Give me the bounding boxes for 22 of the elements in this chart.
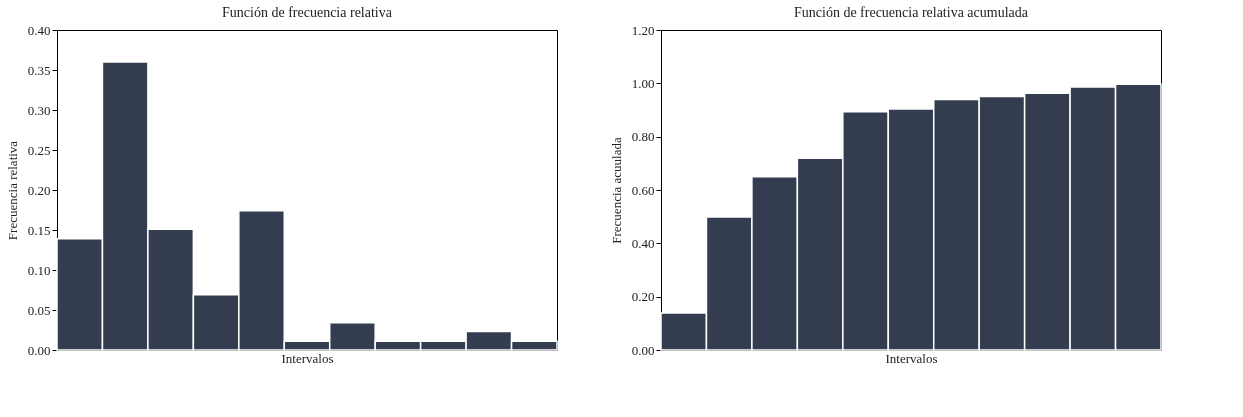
y-tick-label: 0.10 — [27, 262, 51, 278]
y-tick-label: 0.20 — [27, 182, 51, 198]
y-tick-label: 0.00 — [27, 342, 51, 358]
x-axis-title: Intervalos — [885, 350, 938, 366]
y-tick-label: 0.80 — [631, 129, 655, 145]
y-tick-label: 0.20 — [631, 289, 655, 305]
y-tick-label: 1.00 — [631, 75, 655, 91]
y-tick-label: 0.40 — [631, 235, 655, 251]
y-tick-label: 1.20 — [631, 22, 655, 38]
y-tick-label: 0.05 — [27, 302, 51, 318]
y-tick-label: 0.30 — [27, 102, 51, 118]
y-tick-label: 0.60 — [631, 182, 655, 198]
chart-title: Función de frecuencia relativa acumulada — [794, 5, 1029, 20]
y-tick-label: 0.15 — [27, 222, 51, 238]
x-axis-title: Intervalos — [281, 350, 334, 366]
chart-title: Función de frecuencia relativa — [222, 5, 393, 20]
y-tick-label: 0.35 — [27, 62, 51, 78]
y-tick-label: 0.25 — [27, 142, 51, 158]
y-axis-title: Frecuencia acuulada — [608, 137, 624, 244]
y-tick-label: 0.00 — [631, 342, 655, 358]
y-axis-title: Frecuencia relativa — [4, 140, 20, 241]
y-tick-label: 0.40 — [27, 22, 51, 38]
